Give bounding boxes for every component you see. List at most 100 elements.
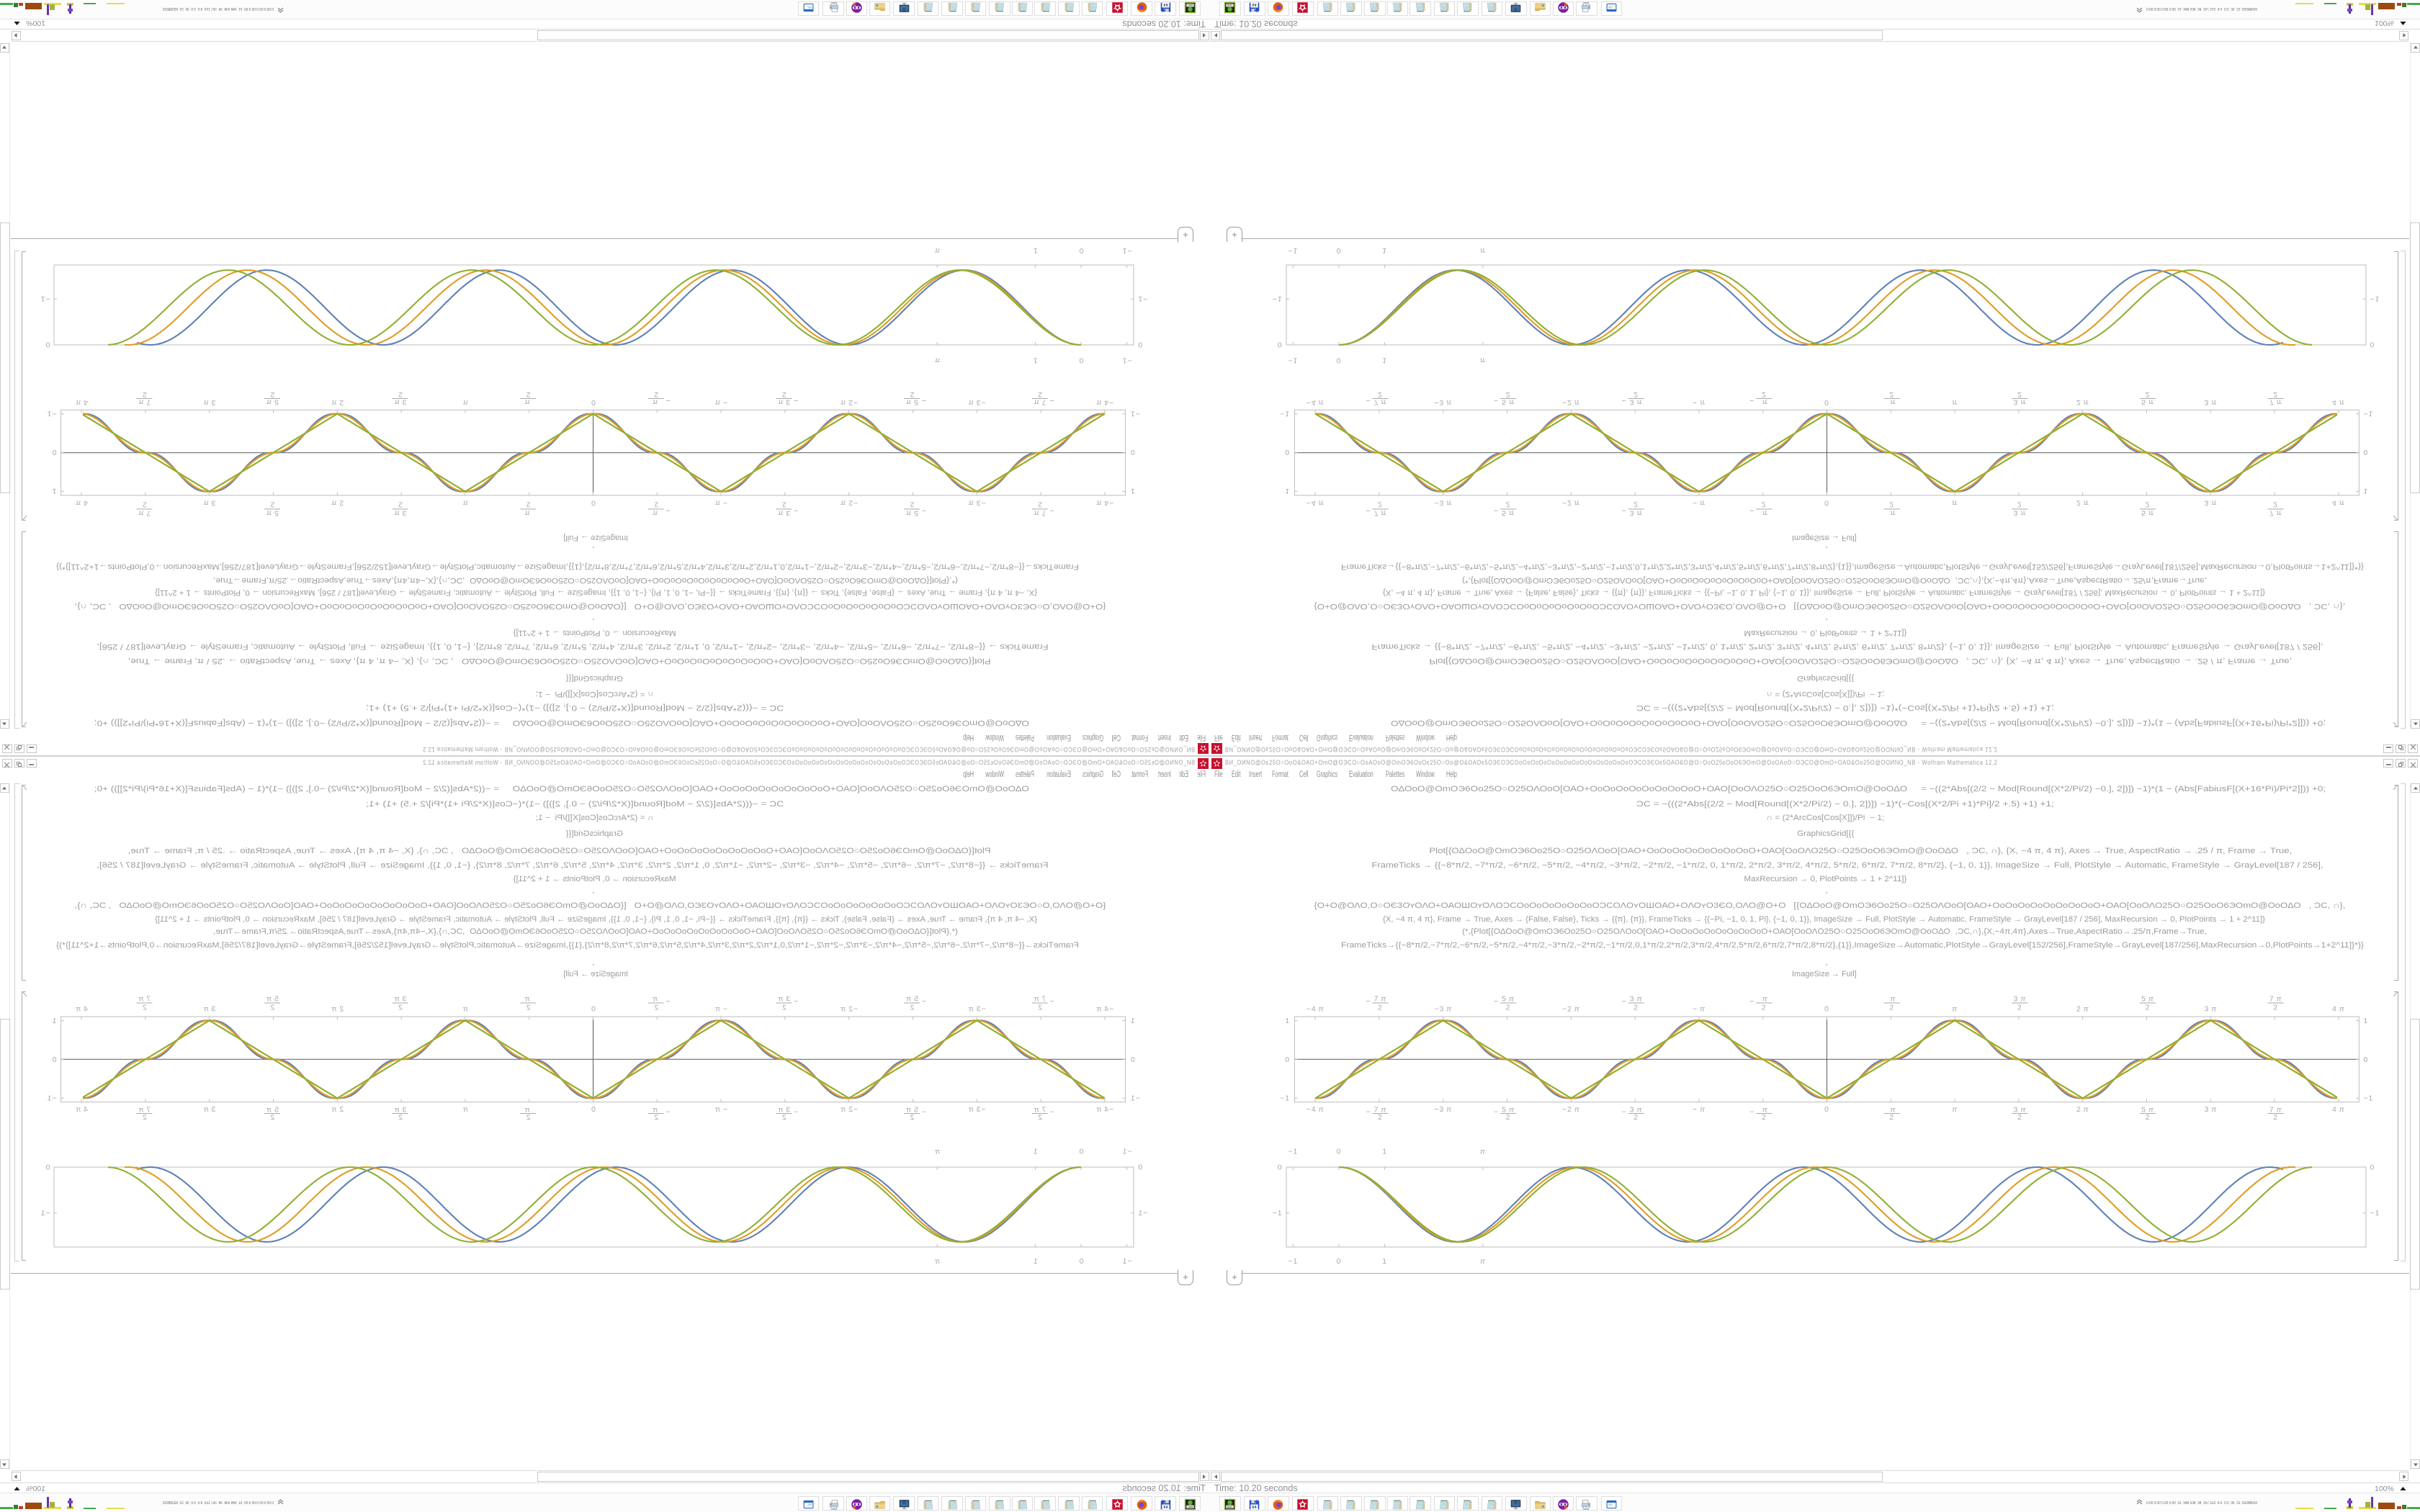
svg-text:−1: −1 xyxy=(1122,246,1132,255)
svg-text:1: 1 xyxy=(1382,1257,1387,1266)
svg-text:−: − xyxy=(1494,396,1499,405)
svg-text:2: 2 xyxy=(1762,1113,1767,1122)
svg-text:−2 π: −2 π xyxy=(1562,499,1580,508)
svg-text:1: 1 xyxy=(1382,1148,1387,1156)
svg-text:−2 π: −2 π xyxy=(1562,1005,1580,1014)
svg-text:2: 2 xyxy=(1506,1113,1511,1122)
svg-text:−2 π: −2 π xyxy=(840,1005,858,1014)
svg-text:−: − xyxy=(1622,997,1627,1006)
svg-text:3 π: 3 π xyxy=(1630,1106,1643,1115)
svg-text:0: 0 xyxy=(45,341,50,349)
svg-text:2: 2 xyxy=(526,500,531,509)
svg-text:−2 π: −2 π xyxy=(1562,398,1580,407)
svg-text:0: 0 xyxy=(1278,341,1283,349)
svg-text:3 π: 3 π xyxy=(1630,509,1643,518)
svg-text:3 π: 3 π xyxy=(2204,1105,2217,1114)
svg-text:π: π xyxy=(1480,246,1486,255)
svg-text:−1: −1 xyxy=(1130,1094,1140,1103)
svg-text:−: − xyxy=(1622,506,1627,515)
svg-text:−3 π: −3 π xyxy=(1434,1105,1452,1114)
svg-text:5 π: 5 π xyxy=(266,1106,279,1115)
svg-text:−4 π: −4 π xyxy=(1307,398,1325,407)
svg-text:2: 2 xyxy=(398,500,403,509)
svg-text:5 π: 5 π xyxy=(266,509,279,518)
svg-text:−1: −1 xyxy=(1289,246,1299,255)
svg-text:2: 2 xyxy=(1037,1004,1042,1012)
svg-text:5 π: 5 π xyxy=(1502,1106,1515,1115)
svg-text:2: 2 xyxy=(910,1004,915,1012)
svg-text:7 π: 7 π xyxy=(1374,509,1387,518)
svg-text:2: 2 xyxy=(910,390,915,399)
svg-text:0: 0 xyxy=(2370,1164,2375,1172)
svg-text:−1: −1 xyxy=(2364,1094,2374,1103)
svg-text:π: π xyxy=(524,398,532,407)
svg-text:− π: − π xyxy=(1693,398,1706,407)
svg-text:3 π: 3 π xyxy=(203,499,216,508)
svg-text:3 π: 3 π xyxy=(394,509,407,518)
svg-text:2: 2 xyxy=(142,1113,147,1122)
svg-text:2: 2 xyxy=(1037,500,1042,509)
svg-text:−4 π: −4 π xyxy=(1095,1105,1113,1114)
svg-text:0: 0 xyxy=(1824,1005,1829,1014)
svg-text:0: 0 xyxy=(2364,448,2369,456)
svg-text:−: − xyxy=(1494,997,1499,1006)
svg-text:−3 π: −3 π xyxy=(968,398,986,407)
svg-text:2 π: 2 π xyxy=(2076,398,2089,407)
svg-text:2 π: 2 π xyxy=(2076,1005,2089,1014)
svg-text:−4 π: −4 π xyxy=(1095,1005,1113,1014)
svg-text:−3 π: −3 π xyxy=(968,1105,986,1114)
svg-text:2: 2 xyxy=(526,1004,531,1012)
svg-text:−: − xyxy=(1494,506,1499,515)
svg-text:π: π xyxy=(1760,995,1768,1004)
svg-text:1: 1 xyxy=(1285,1017,1290,1025)
svg-text:2 π: 2 π xyxy=(331,398,344,407)
svg-text:5 π: 5 π xyxy=(2141,995,2154,1004)
svg-text:π: π xyxy=(1888,398,1896,407)
svg-text:2: 2 xyxy=(1634,390,1639,399)
svg-text:2: 2 xyxy=(2273,390,2278,399)
svg-text:3 π: 3 π xyxy=(2014,1106,2027,1115)
svg-text:−2 π: −2 π xyxy=(1562,1105,1580,1114)
svg-text:−: − xyxy=(1494,1107,1499,1116)
svg-text:1: 1 xyxy=(2364,487,2369,495)
svg-text:π: π xyxy=(524,995,532,1004)
svg-text:2: 2 xyxy=(1889,390,1894,399)
svg-text:2: 2 xyxy=(1634,1004,1639,1012)
svg-text:2: 2 xyxy=(1506,500,1511,509)
svg-text:2: 2 xyxy=(2273,500,2278,509)
svg-text:2: 2 xyxy=(1378,500,1383,509)
svg-text:−4 π: −4 π xyxy=(1307,499,1325,508)
svg-text:π: π xyxy=(462,499,468,508)
svg-text:2: 2 xyxy=(653,500,658,509)
svg-text:−: − xyxy=(921,506,926,515)
svg-text:7 π: 7 π xyxy=(2269,509,2282,518)
svg-text:3 π: 3 π xyxy=(777,509,790,518)
svg-text:2: 2 xyxy=(1762,500,1767,509)
svg-text:2 π: 2 π xyxy=(2076,1105,2089,1114)
svg-text:1: 1 xyxy=(1382,356,1387,365)
svg-text:− π: − π xyxy=(1693,1105,1706,1114)
svg-text:5 π: 5 π xyxy=(266,995,279,1004)
svg-text:π: π xyxy=(1952,499,1958,508)
svg-text:−: − xyxy=(921,1107,926,1116)
svg-text:2: 2 xyxy=(2146,500,2151,509)
svg-text:0: 0 xyxy=(1079,246,1084,255)
svg-text:−2 π: −2 π xyxy=(840,398,858,407)
svg-text:2: 2 xyxy=(142,500,147,509)
svg-text:4 π: 4 π xyxy=(75,1105,88,1114)
svg-text:2: 2 xyxy=(1889,500,1894,509)
svg-text:π: π xyxy=(524,1106,532,1115)
svg-text:7 π: 7 π xyxy=(1374,1106,1387,1115)
svg-text:2: 2 xyxy=(1378,1004,1383,1012)
svg-text:0: 0 xyxy=(1138,1164,1143,1172)
svg-text:5 π: 5 π xyxy=(905,995,918,1004)
svg-text:0: 0 xyxy=(1824,1105,1829,1114)
svg-text:2: 2 xyxy=(781,1004,786,1012)
svg-text:64: 64 xyxy=(1162,2,1168,6)
svg-text:0: 0 xyxy=(1337,1148,1342,1156)
svg-text:0: 0 xyxy=(52,448,57,456)
svg-text:2: 2 xyxy=(1378,1113,1383,1122)
svg-text:−: − xyxy=(1049,396,1054,405)
svg-text:2 π: 2 π xyxy=(331,499,344,508)
svg-text:4 π: 4 π xyxy=(75,1005,88,1014)
